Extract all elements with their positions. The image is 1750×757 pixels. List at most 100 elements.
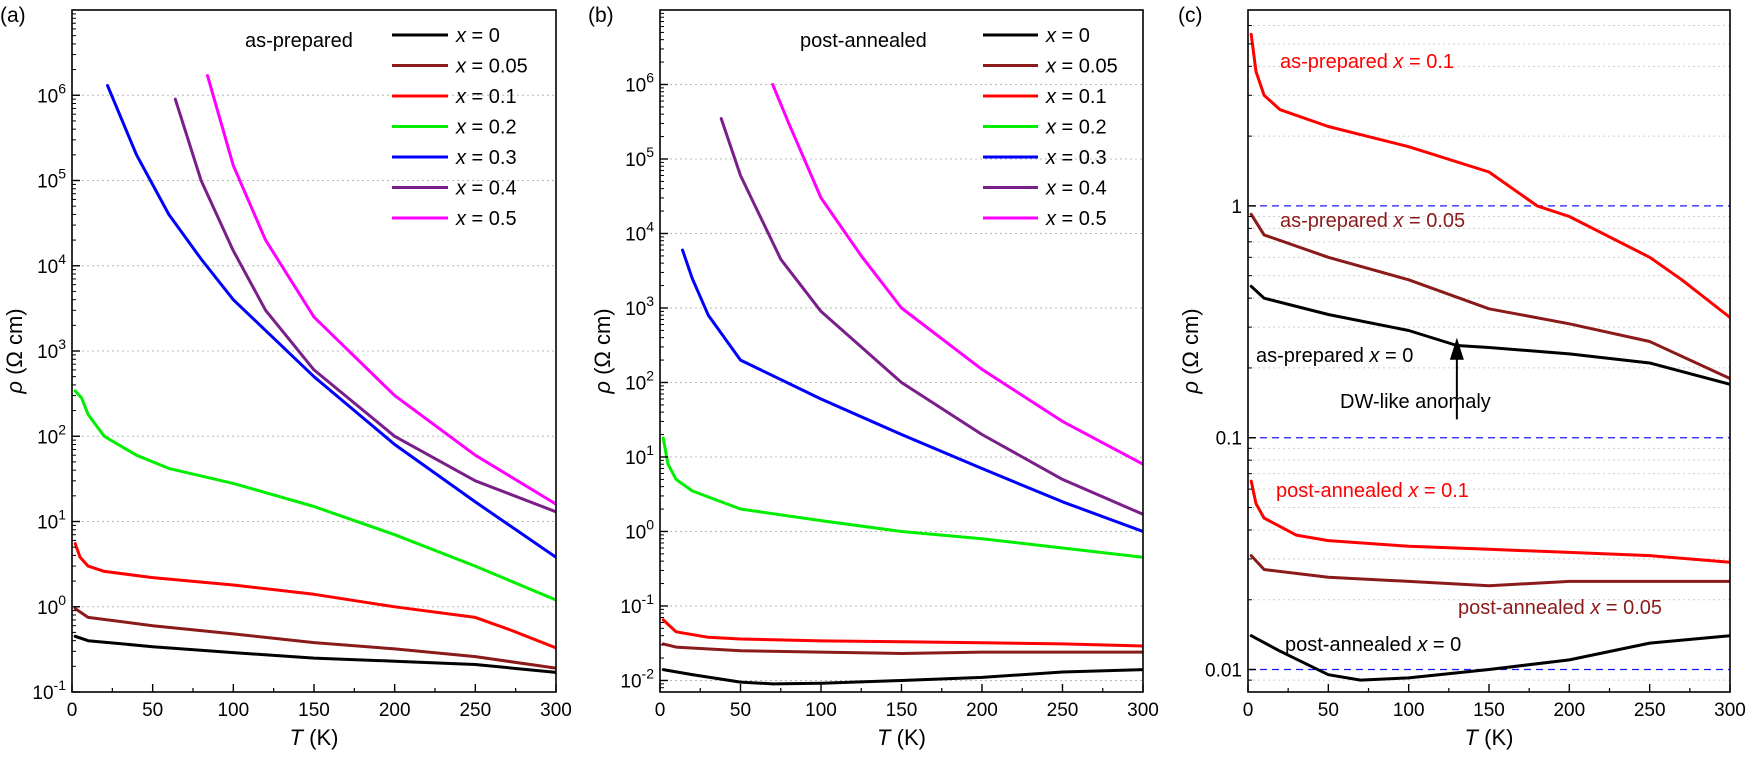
curve-annotation: as-prepared x = 0.05 — [1280, 210, 1465, 232]
anomaly-arrowhead — [1449, 337, 1464, 360]
x-tick-label: 200 — [1553, 700, 1585, 721]
x-tick-label: 50 — [142, 700, 163, 721]
x-tick-label: 200 — [966, 700, 998, 721]
legend-entry: x = 0.4 — [455, 178, 517, 200]
series-line — [661, 436, 1143, 559]
curve-annotation: as-prepared x = 0.1 — [1280, 51, 1454, 73]
y-tick-label: 105 — [37, 166, 66, 193]
y-tick-label: 0.01 — [1205, 661, 1242, 682]
series-line — [1249, 284, 1730, 386]
x-tick-label: 0 — [655, 700, 666, 721]
series-line — [173, 97, 556, 514]
x-tick-label: 150 — [886, 700, 918, 721]
y-tick-label: 100 — [37, 592, 66, 619]
series-line — [681, 248, 1143, 533]
y-axis-label: ρ (Ω cm) — [590, 308, 615, 394]
legend-entry: x = 0.1 — [1045, 86, 1107, 108]
x-tick-label: 200 — [379, 700, 411, 721]
legend-entry: x = 0 — [1045, 25, 1090, 47]
legend-title: as-prepared — [245, 30, 353, 52]
series-line — [719, 117, 1143, 516]
curve-annotation: post-annealed x = 0.1 — [1276, 480, 1469, 502]
x-tick-label: 50 — [730, 700, 751, 721]
legend-entry: x = 0.5 — [455, 208, 517, 230]
legend-entry: x = 0.3 — [1045, 147, 1107, 169]
x-axis-label: T (K) — [877, 725, 926, 750]
x-tick-label: 100 — [805, 700, 837, 721]
legend: post-annealed x = 0 x = 0.05 x = 0.1 x = 0.2… — [800, 25, 1118, 230]
series-line — [771, 83, 1143, 466]
x-tick-label: 300 — [1714, 700, 1746, 721]
series-line — [1249, 634, 1730, 682]
x-tick-label: 250 — [459, 700, 491, 721]
y-tick-label: 100 — [625, 516, 654, 543]
x-axis-label: T (K) — [290, 725, 339, 750]
series-line — [661, 618, 1143, 648]
panel-label: (a) — [0, 4, 26, 27]
x-tick-label: 0 — [67, 700, 78, 721]
panel-2: 0 50 100 150 200 250 300 0.01 0.1 1 T (K) ρ (Ω cm) (… — [1178, 4, 1746, 750]
series-line — [661, 668, 1143, 686]
series-line — [1249, 32, 1730, 319]
y-tick-label: 105 — [625, 144, 654, 171]
y-tick-label: 103 — [37, 336, 66, 363]
series-line — [73, 542, 556, 650]
panel-label: (c) — [1178, 4, 1203, 27]
curve-annotation: DW-like anomaly — [1340, 391, 1491, 413]
x-tick-label: 150 — [298, 700, 330, 721]
legend-entry: x = 0.2 — [1045, 117, 1107, 139]
x-tick-label: 250 — [1047, 700, 1079, 721]
y-axis-label: ρ (Ω cm) — [2, 308, 27, 394]
x-tick-label: 50 — [1318, 700, 1339, 721]
legend-title: post-annealed — [800, 30, 927, 52]
x-tick-label: 0 — [1243, 700, 1254, 721]
curve-annotation: as-prepared x = 0 — [1256, 345, 1413, 367]
curve-annotation: post-annealed x = 0.05 — [1458, 597, 1662, 619]
x-tick-label: 300 — [540, 700, 572, 721]
y-tick-label: 10-2 — [620, 665, 654, 692]
series-line — [73, 634, 556, 674]
legend-entry: x = 0 — [455, 25, 500, 47]
legend-entry: x = 0.2 — [455, 117, 517, 139]
panel-label: (b) — [588, 4, 614, 27]
y-tick-label: 106 — [37, 80, 66, 107]
y-tick-label: 104 — [625, 218, 654, 245]
x-tick-label: 100 — [1393, 700, 1425, 721]
y-tick-label: 101 — [37, 507, 66, 534]
legend-entry: x = 0.4 — [1045, 178, 1107, 200]
series-line — [661, 642, 1143, 655]
y-tick-label: 101 — [625, 442, 654, 469]
x-tick-label: 250 — [1634, 700, 1666, 721]
x-tick-label: 100 — [217, 700, 249, 721]
x-tick-label: 300 — [1127, 700, 1159, 721]
panel-1: 0 50 100 150 200 250 300 10-2 10-1 100 101 102 103 10… — [588, 4, 1159, 750]
series-line — [73, 389, 556, 602]
legend-entry: x = 0.05 — [455, 56, 528, 78]
series-line — [1249, 212, 1730, 380]
y-tick-label: 0.1 — [1216, 429, 1242, 450]
series-line — [1249, 479, 1730, 564]
legend-entry: x = 0.5 — [1045, 208, 1107, 230]
series-line — [106, 84, 556, 559]
legend: as-prepared x = 0 x = 0.05 x = 0.1 x = 0.2 x … — [245, 25, 528, 230]
y-axis-label: ρ (Ω cm) — [1178, 308, 1203, 394]
curve-annotation: post-annealed x = 0 — [1285, 634, 1461, 656]
x-axis-label: T (K) — [1465, 725, 1514, 750]
series-line — [1249, 554, 1730, 588]
series-line — [73, 607, 556, 670]
legend-entry: x = 0.05 — [1045, 56, 1118, 78]
series-line — [206, 74, 556, 506]
x-tick-label: 150 — [1473, 700, 1505, 721]
y-tick-label: 102 — [37, 421, 66, 448]
y-tick-label: 106 — [625, 69, 654, 96]
y-tick-label: 1 — [1231, 197, 1242, 218]
y-tick-label: 104 — [37, 251, 66, 278]
y-tick-label: 10-1 — [620, 591, 654, 618]
legend-entry: x = 0.3 — [455, 147, 517, 169]
legend-entry: x = 0.1 — [455, 86, 517, 108]
y-tick-label: 10-1 — [32, 677, 66, 704]
y-tick-label: 102 — [625, 367, 654, 394]
y-tick-label: 103 — [625, 293, 654, 320]
panel-0: 0 50 100 150 200 250 300 10-1 100 101 102 103 104 105… — [0, 4, 572, 750]
